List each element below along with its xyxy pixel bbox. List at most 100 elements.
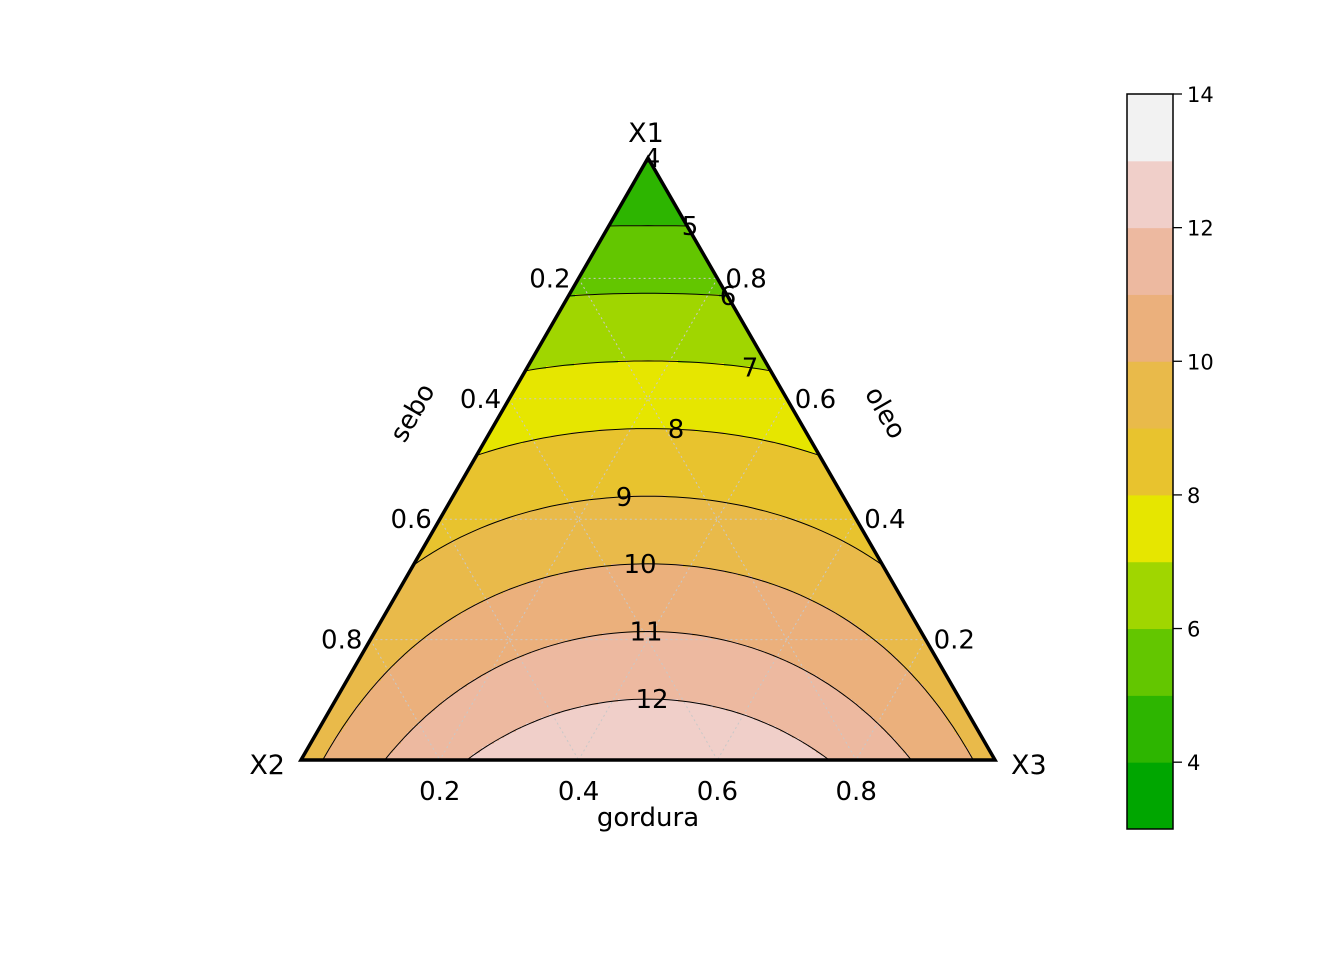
surface-cell (369, 636, 427, 640)
surface-cell (874, 717, 947, 721)
bottom-axis-title: gordura (597, 803, 699, 833)
surface-cell (724, 363, 773, 367)
surface-cell (574, 363, 725, 367)
contour-label: 10 (623, 550, 656, 580)
surface-cell (504, 735, 793, 739)
surface-cell (540, 339, 759, 343)
surface-cell (459, 480, 840, 484)
surface-cell (594, 246, 705, 250)
surface-cell (319, 723, 347, 727)
surface-cell (887, 648, 937, 652)
surface-cell (558, 573, 739, 577)
colorbar-tick-label: 10 (1187, 350, 1214, 374)
surface-cell (960, 735, 987, 739)
surface-cell (759, 438, 816, 442)
surface-cell (352, 666, 392, 670)
surface-cell (773, 654, 894, 658)
surface-cell (849, 543, 876, 547)
surface-cell (411, 729, 517, 733)
surface-cell (393, 750, 481, 754)
right-axis-title: oleo (858, 382, 912, 445)
surface-cell (334, 738, 404, 742)
surface-cell (481, 675, 818, 679)
surface-cell (510, 444, 787, 448)
surface-cell (532, 354, 767, 358)
surface-cell (321, 720, 349, 724)
surface-cell (397, 660, 509, 664)
grid-line (855, 639, 927, 760)
surface-cell (413, 726, 522, 730)
surface-cell (503, 591, 795, 595)
surface-cell (879, 642, 933, 646)
surface-cell (539, 648, 759, 652)
surface-cell (509, 393, 790, 397)
surface-cell (908, 669, 949, 673)
surface-cell (542, 336, 757, 340)
surface-cell (788, 732, 888, 736)
surface-cell (521, 372, 778, 376)
surface-cell (559, 306, 740, 310)
surface-cell (421, 546, 443, 550)
surface-cell (487, 744, 809, 748)
surface-cell (409, 567, 587, 571)
surface-cell (340, 687, 374, 691)
surface-cell (384, 672, 487, 676)
grid-line (439, 518, 580, 760)
surface-cell (847, 618, 920, 622)
surface-cell (523, 441, 776, 445)
surface-cell (360, 651, 409, 655)
surface-cell (593, 498, 705, 502)
surface-cell (416, 555, 426, 559)
surface-cell (499, 411, 800, 415)
surface-cell (856, 546, 878, 550)
colorbar-tick-label: 4 (1187, 751, 1200, 775)
contour-label: 4 (644, 144, 661, 174)
surface-cell (381, 678, 475, 682)
surface-cell (511, 390, 788, 394)
surface-cell (493, 420, 806, 424)
surface-cell (822, 678, 916, 682)
surface-cell (651, 630, 865, 634)
surface-cell (908, 753, 972, 757)
colorbar-band (1127, 628, 1173, 696)
left-axis-title: sebo (385, 379, 442, 448)
surface-cell (571, 285, 728, 289)
colorbar-band (1127, 94, 1173, 162)
surface-cell (766, 510, 857, 514)
surface-cell (400, 582, 527, 586)
surface-cell (464, 534, 834, 538)
surface-cell (887, 732, 957, 736)
surface-cell (317, 726, 345, 730)
surface-cell (792, 735, 892, 739)
surface-cell (639, 168, 660, 172)
colorbar-frame (1126, 93, 1174, 830)
surface-cell (374, 627, 438, 631)
surface-cell (464, 471, 835, 475)
contour-label: 12 (635, 685, 668, 715)
surface-cell (743, 435, 814, 439)
surface-cell (813, 600, 909, 604)
surface-cell (968, 747, 994, 751)
colorbar-tick-label: 8 (1187, 484, 1200, 508)
surface-cell (450, 495, 631, 499)
surface-cell (514, 384, 785, 388)
surface-cell (480, 750, 817, 754)
surface-cell (840, 615, 918, 619)
surface-cell (893, 654, 940, 658)
surface-cell (969, 750, 995, 754)
surface-cell (315, 729, 343, 733)
surface-cell (451, 618, 848, 622)
surface-cell (796, 519, 863, 523)
surface-cell (561, 303, 738, 307)
surface-cell (621, 198, 678, 202)
left-tick-label: 0.2 (529, 264, 570, 294)
surface-cell (810, 672, 913, 676)
surface-cell (608, 222, 691, 226)
surface-cell (447, 501, 571, 505)
surface-cell (353, 711, 432, 715)
vertex-label-left: X2 (249, 750, 285, 781)
surface-cell (573, 282, 726, 286)
surface-cell (476, 450, 489, 454)
surface-cell (445, 504, 557, 508)
surface-cell (440, 513, 519, 517)
